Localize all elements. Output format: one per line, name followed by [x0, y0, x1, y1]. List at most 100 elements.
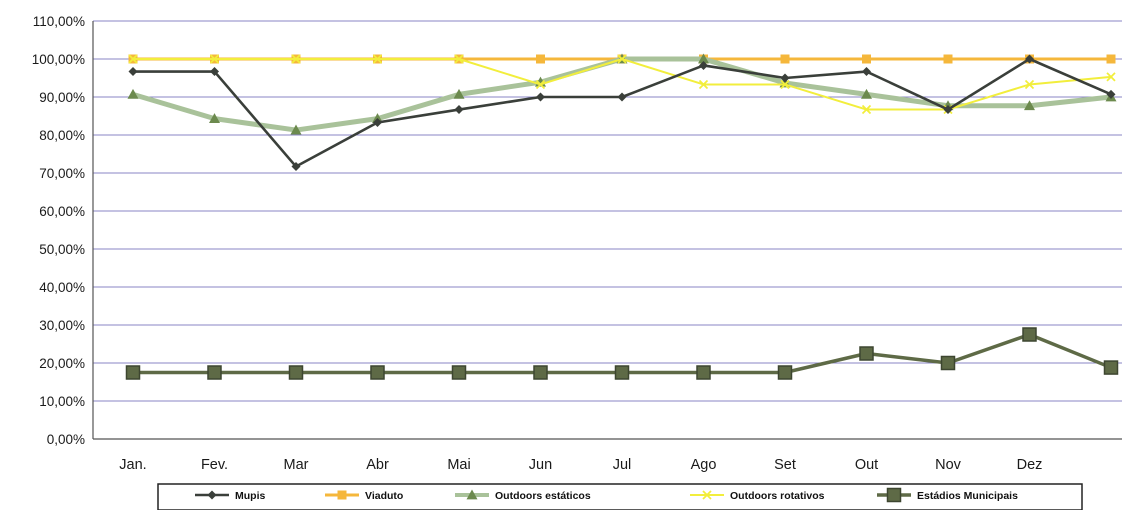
data-point	[861, 104, 872, 115]
data-point-stroke	[1106, 72, 1116, 82]
data-point-stroke	[372, 54, 383, 64]
data-point	[454, 54, 464, 64]
data-point	[209, 113, 220, 124]
data-point-stroke	[861, 104, 872, 115]
y-tick-label: 10,00%	[39, 394, 85, 409]
data-point	[125, 365, 141, 380]
legend-label: Outdoors estáticos	[495, 490, 591, 502]
data-point	[1106, 89, 1116, 99]
series-est-dios-municipais	[125, 327, 1119, 380]
data-point-stroke	[617, 54, 627, 64]
data-point	[1106, 54, 1116, 64]
data-point	[337, 490, 347, 500]
x-tick-label: Nov	[935, 457, 962, 473]
data-point	[128, 67, 138, 77]
data-point	[533, 365, 548, 380]
x-tick-label: Abr	[366, 457, 389, 473]
series-lines	[125, 53, 1119, 380]
data-point	[536, 92, 545, 102]
series-mupis	[128, 54, 1116, 172]
data-point-stroke	[128, 54, 138, 64]
data-point	[372, 54, 383, 64]
y-tick-label: 100,00%	[32, 52, 85, 67]
data-point	[207, 490, 217, 500]
series-line	[133, 58, 1112, 111]
data-point	[1106, 72, 1116, 82]
data-point	[290, 124, 302, 135]
x-tick-label: Ago	[691, 457, 717, 473]
data-point	[699, 60, 708, 70]
data-point	[940, 355, 956, 371]
data-point	[291, 162, 301, 172]
data-point-stroke	[291, 54, 301, 64]
data-point	[128, 54, 138, 64]
data-point	[451, 365, 467, 380]
data-point	[1024, 79, 1035, 90]
data-point	[535, 79, 546, 90]
data-point	[943, 105, 953, 115]
data-point	[859, 346, 874, 361]
data-point	[536, 54, 545, 64]
y-tick-label: 30,00%	[39, 318, 85, 333]
data-point	[1103, 360, 1119, 375]
x-tick-label: Out	[855, 457, 878, 473]
y-tick-label: 90,00%	[39, 90, 85, 105]
legend-entry: Estádios Municipais	[877, 487, 1018, 503]
data-point	[617, 54, 627, 64]
y-tick-label: 0,00%	[47, 432, 85, 447]
gridlines	[93, 20, 1122, 402]
x-tick-label: Dez	[1017, 457, 1043, 473]
y-tick-label: 70,00%	[39, 166, 85, 181]
data-point	[454, 105, 464, 115]
data-point	[617, 92, 627, 102]
legend-label: Outdoors rotativos	[730, 490, 825, 502]
data-point	[291, 54, 301, 64]
legend-entry: Mupis	[195, 490, 265, 502]
data-point	[127, 88, 139, 99]
legend-entry: Viaduto	[325, 490, 403, 502]
legend-box	[157, 483, 1083, 511]
y-tick-label: 60,00%	[39, 204, 85, 219]
data-point	[696, 365, 711, 380]
data-point	[862, 54, 871, 64]
data-point	[466, 489, 478, 500]
x-tick-label: Mar	[284, 457, 309, 473]
data-point-stroke	[780, 79, 790, 90]
legend-entry: Outdoors estáticos	[455, 489, 591, 502]
data-point-stroke	[209, 54, 220, 64]
data-point	[207, 365, 222, 380]
data-point-stroke	[698, 79, 709, 90]
data-point-stroke	[454, 54, 464, 64]
y-tick-label: 40,00%	[39, 280, 85, 295]
x-tick-label: Set	[774, 457, 796, 473]
x-tick-label: Jun	[529, 457, 552, 473]
legend-entry: Outdoors rotativos	[690, 490, 825, 502]
data-point	[777, 365, 793, 380]
data-point	[861, 88, 872, 99]
data-point-stroke	[702, 490, 712, 500]
data-point	[1022, 327, 1037, 342]
data-point-stroke	[1024, 79, 1035, 90]
data-point	[1025, 54, 1034, 64]
legend-label: Viaduto	[365, 490, 403, 502]
axes: 0,00% 10,00% 20,00% 30,00% 40,00% 50,00% 60,00…	[32, 14, 1122, 473]
data-point	[886, 487, 902, 503]
data-point	[780, 73, 790, 83]
data-point	[943, 54, 953, 64]
data-point	[780, 79, 790, 90]
data-point	[702, 490, 712, 500]
y-tick-label: 20,00%	[39, 356, 85, 371]
x-tick-label: Mai	[447, 457, 470, 473]
y-tick-label: 50,00%	[39, 242, 85, 257]
x-tick-label: Jan.	[119, 457, 146, 473]
data-point	[210, 67, 219, 77]
data-point	[453, 88, 465, 99]
data-point	[209, 54, 220, 64]
legend-label: Mupis	[235, 490, 265, 502]
data-point	[780, 54, 790, 64]
data-point	[614, 365, 630, 380]
y-tick-label: 80,00%	[39, 128, 85, 143]
legend-label: Estádios Municipais	[917, 490, 1018, 502]
